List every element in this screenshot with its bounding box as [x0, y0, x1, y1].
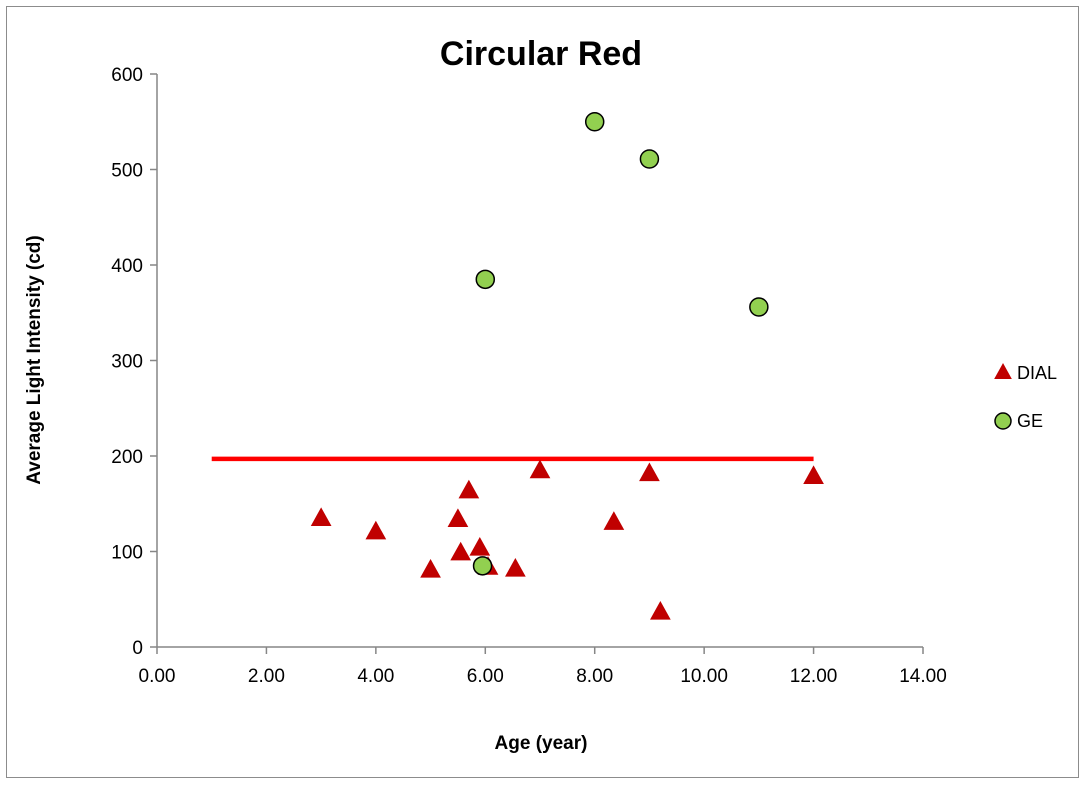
dial-point — [310, 507, 332, 527]
dial-point — [420, 558, 441, 578]
ge-point — [749, 297, 769, 317]
x-tick-label: 14.00 — [899, 666, 947, 687]
ge-point — [475, 269, 496, 290]
dial-point — [450, 541, 472, 561]
x-tick-label: 6.00 — [467, 666, 504, 687]
dial-point — [469, 537, 491, 556]
dial-point — [603, 511, 625, 530]
legend-label: DIAL — [1017, 363, 1057, 383]
y-tick-label: 500 — [111, 161, 143, 182]
y-tick-label: 100 — [111, 543, 143, 564]
ge-point — [639, 149, 660, 169]
x-tick-label: 4.00 — [357, 666, 394, 687]
dial-point — [505, 558, 526, 577]
axes: 0 100 200 300 400 500 600 0.00 2.00 4.00 6.00 8.00 1… — [111, 65, 946, 687]
data-marks — [310, 112, 824, 620]
legend-dial-marker — [994, 363, 1012, 379]
x-tick-label: 8.00 — [576, 666, 613, 687]
dial-point — [639, 462, 660, 482]
y-tick-label: 0 — [132, 638, 143, 659]
dial-point — [803, 465, 824, 485]
dial-point — [447, 508, 469, 527]
ge-point — [584, 112, 605, 132]
y-tick-label: 600 — [111, 65, 143, 86]
y-axis-title: Average Light Intensity (cd) — [24, 235, 45, 485]
y-tick-label: 200 — [111, 447, 143, 468]
x-tick-label: 10.00 — [680, 666, 728, 687]
y-tick-label: 300 — [111, 352, 143, 373]
legend-ge-marker — [994, 412, 1012, 430]
y-tick-label: 400 — [111, 256, 143, 277]
dial-point — [529, 459, 551, 479]
ge-point — [472, 556, 493, 576]
chart-title: Circular Red — [440, 35, 642, 73]
legend-label: GE — [1017, 411, 1043, 431]
dial-point — [650, 600, 671, 620]
x-tick-label: 0.00 — [139, 666, 176, 687]
dial-point — [458, 479, 480, 499]
x-axis-title: Age (year) — [495, 733, 588, 754]
chart-frame — [6, 6, 1079, 778]
legend: DIAL GE — [994, 363, 1057, 431]
dial-point — [365, 520, 387, 540]
x-tick-label: 2.00 — [248, 666, 285, 687]
x-tick-label: 12.00 — [790, 666, 838, 687]
